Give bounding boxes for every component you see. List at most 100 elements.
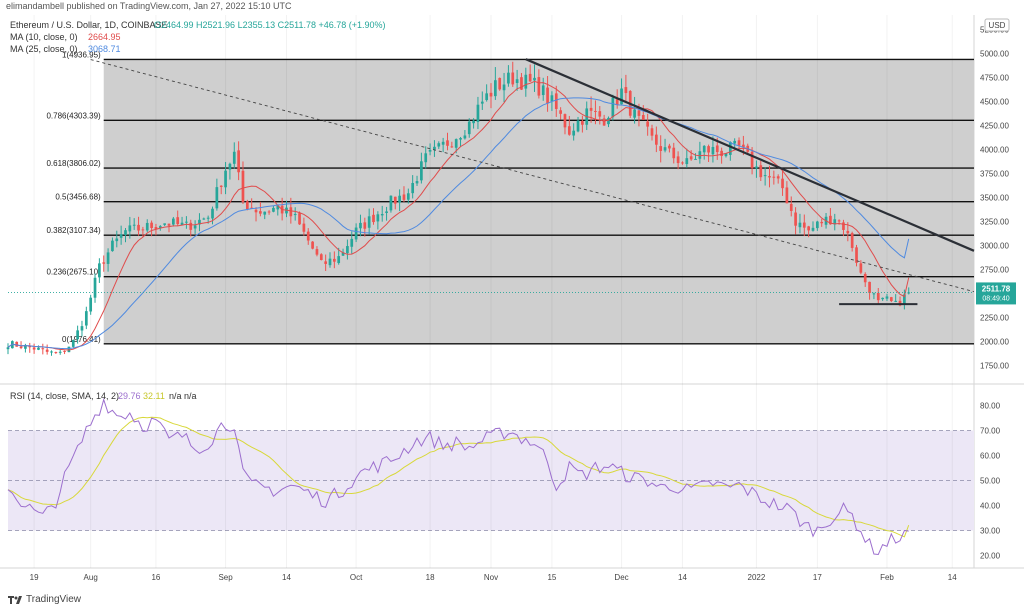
price-axis-tick: 4500.00 (980, 97, 1009, 106)
candle-body (759, 165, 763, 178)
price-axis-tick: 3750.00 (980, 169, 1009, 178)
time-axis-tick: 2022 (748, 573, 766, 582)
candle-body (572, 130, 576, 136)
tradingview-logo-icon (8, 595, 22, 605)
candle-body (837, 220, 841, 222)
candle-body (306, 231, 310, 241)
price-axis-tick: 2250.00 (980, 314, 1009, 323)
candle-body (681, 162, 684, 164)
candle-body (594, 110, 597, 112)
candle-body (219, 185, 223, 187)
candle-body (559, 110, 562, 114)
price-axis-tick: 3250.00 (980, 218, 1009, 227)
candle-body (576, 120, 580, 132)
candle-body (537, 77, 541, 96)
rsi-axis-tick: 70.00 (980, 427, 1001, 436)
legend-ma10-label: MA (10, close, 0) (10, 32, 78, 42)
candle-body (298, 213, 301, 225)
candle-body (637, 110, 641, 116)
candle-body (728, 142, 732, 155)
candle-body (45, 349, 49, 352)
candle-body (611, 97, 615, 118)
candle-body (76, 330, 79, 340)
candle-body (106, 252, 110, 264)
tradingview-brand[interactable]: TradingView (8, 594, 81, 605)
candle-body (102, 262, 106, 264)
candle-body (450, 146, 454, 148)
candle-body (24, 344, 27, 349)
candle-body (894, 300, 898, 302)
candle-body (659, 146, 663, 151)
candle-body (420, 161, 423, 181)
candle-body (272, 207, 275, 212)
candle-body (111, 240, 114, 252)
candle-body (437, 143, 441, 147)
candle-body (668, 145, 671, 149)
candle-body (467, 121, 471, 135)
rsi-sma-line (7, 416, 910, 538)
candle-body (476, 104, 480, 122)
candle-body (567, 126, 571, 135)
candle-body (641, 115, 645, 120)
candle-body (820, 221, 824, 224)
rsi-axis-tick: 40.00 (980, 502, 1001, 511)
candle-body (807, 226, 810, 231)
candle-body (6, 347, 10, 350)
price-axis-tick: 3500.00 (980, 194, 1009, 203)
candle-body (720, 150, 723, 157)
candle-body (829, 215, 832, 225)
candle-body (406, 193, 410, 200)
candle-body (520, 77, 523, 90)
candle-body (846, 230, 850, 234)
time-axis-tick: 15 (547, 573, 556, 582)
candle-body (781, 178, 784, 189)
candle-body (620, 88, 623, 105)
candle-body (863, 273, 867, 283)
candle-body (554, 93, 558, 109)
candle-body (141, 229, 145, 231)
candle-body (711, 146, 715, 155)
candle-body (372, 214, 375, 223)
time-axis-tick: 14 (948, 573, 957, 582)
fib-level-label: 0(1976.41) (62, 335, 101, 344)
rsi-axis-tick: 50.00 (980, 477, 1001, 486)
candle-body (802, 222, 806, 228)
candle-body (333, 258, 336, 262)
fib-level-label: 0.382(3107.34) (46, 226, 101, 235)
tradingview-brand-label: TradingView (26, 594, 82, 605)
fib-level-label: 0.236(2675.10) (46, 268, 101, 277)
candle-body (494, 80, 497, 97)
legend-symbol: Ethereum / U.S. Dollar, 1D, COINBASE (10, 20, 168, 30)
time-axis-tick: Nov (484, 573, 498, 582)
candle-body (228, 163, 232, 170)
candle-body (324, 261, 327, 264)
candle-body (315, 249, 319, 255)
candle-body (702, 145, 706, 153)
candle-body (180, 222, 184, 226)
candle-body (598, 111, 602, 117)
candle-body (319, 254, 323, 261)
candle-body (724, 153, 728, 157)
candle-body (785, 187, 789, 204)
candle-body (850, 233, 854, 248)
candle-body (93, 277, 97, 298)
candle-body (811, 227, 815, 231)
legend-rsi-value: 29.76 (118, 391, 141, 401)
candle-body (489, 92, 493, 97)
candle-body (80, 326, 84, 331)
rsi-axis-tick: 60.00 (980, 452, 1001, 461)
time-axis-tick: 17 (813, 573, 822, 582)
price-axis-tick: 1750.00 (980, 362, 1009, 371)
candle-body (855, 247, 858, 263)
candle-body (398, 195, 401, 203)
candle-body (868, 281, 871, 293)
candle-body (798, 222, 802, 228)
candle-body (176, 217, 180, 225)
candle-body (84, 311, 88, 326)
currency-badge[interactable]: USD (984, 18, 1010, 32)
candle-body (446, 140, 449, 146)
candle-body (411, 182, 415, 194)
candle-body (32, 347, 36, 350)
price-axis-tick: 3000.00 (980, 242, 1009, 251)
candle-body (507, 72, 510, 84)
